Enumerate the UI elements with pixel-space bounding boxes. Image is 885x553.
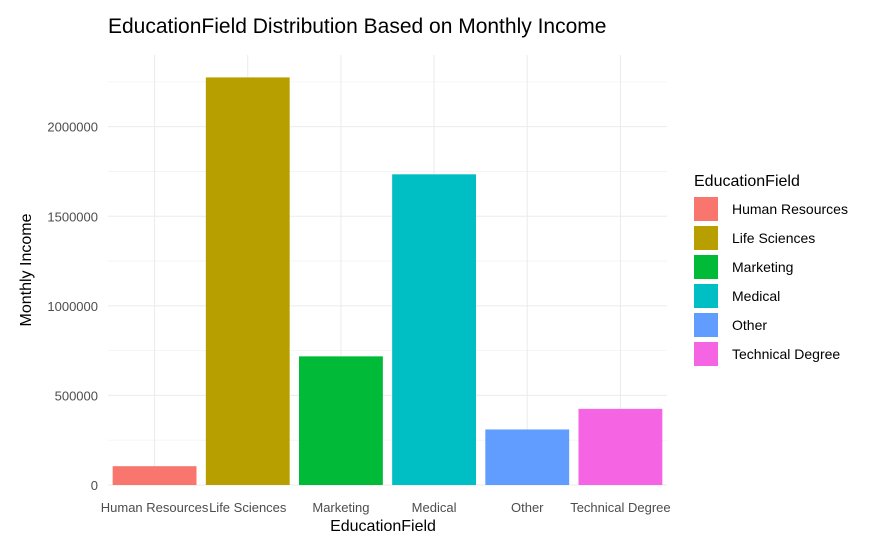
chart-title: EducationField Distribution Based on Mon… <box>108 15 606 38</box>
bar-medical <box>392 174 477 485</box>
y-tick-label: 500000 <box>55 388 98 403</box>
y-tick-label: 1000000 <box>47 299 98 314</box>
legend-label: Life Sciences <box>732 230 815 246</box>
x-axis-title: EducationField <box>330 518 436 535</box>
legend: EducationField Human Resources Life Scien… <box>694 173 848 366</box>
bar-marketing <box>298 356 383 485</box>
y-tick-label: 2000000 <box>47 120 98 135</box>
x-tick-label: Life Sciences <box>209 500 287 515</box>
x-axis-ticks: Human Resources Life Sciences Marketing Med… <box>101 500 671 515</box>
legend-swatch <box>694 284 718 308</box>
x-tick-label: Medical <box>412 500 457 515</box>
bar-human-resources <box>112 466 197 485</box>
y-tick-label: 1500000 <box>47 209 98 224</box>
x-tick-label: Marketing <box>312 500 369 515</box>
legend-swatch <box>694 313 718 337</box>
y-axis-title: Monthly Income <box>18 213 35 326</box>
x-tick-label: Technical Degree <box>570 500 670 515</box>
bar-life-sciences <box>205 77 290 485</box>
bar-other <box>485 429 570 485</box>
y-tick-label: 0 <box>91 478 98 493</box>
bar-technical-degree <box>578 408 663 485</box>
x-tick-label: Human Resources <box>101 500 209 515</box>
legend-label: Human Resources <box>732 201 848 217</box>
legend-title: EducationField <box>694 173 800 190</box>
bars <box>112 77 663 485</box>
x-tick-label: Other <box>511 500 544 515</box>
legend-swatch <box>694 255 718 279</box>
legend-label: Marketing <box>732 259 793 275</box>
y-axis-ticks: 0 500000 1000000 1500000 2000000 <box>47 120 98 493</box>
legend-label: Technical Degree <box>732 346 840 362</box>
legend-swatch <box>694 342 718 366</box>
legend-swatch <box>694 226 718 250</box>
legend-swatch <box>694 197 718 221</box>
legend-label: Other <box>732 317 767 333</box>
legend-label: Medical <box>732 288 780 304</box>
